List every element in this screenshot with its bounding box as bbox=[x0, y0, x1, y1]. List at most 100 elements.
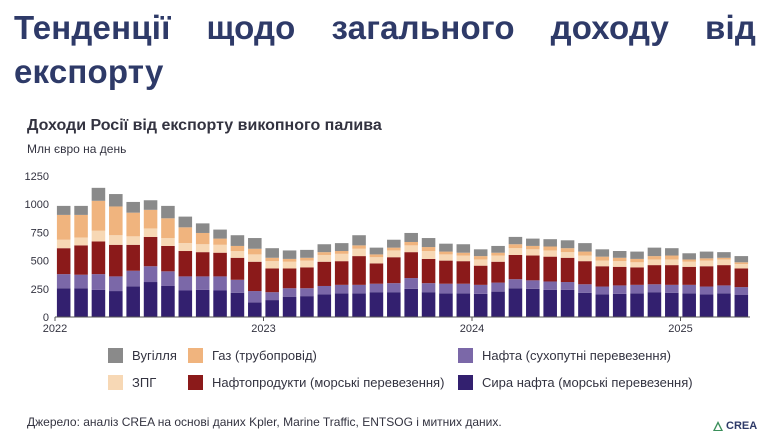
bar-segment-s4-2022-02 bbox=[74, 215, 88, 238]
bar-segment-s5-2022-11 bbox=[231, 235, 245, 246]
bar-segment-s4-2024-01 bbox=[474, 256, 488, 259]
bar-segment-s1-2023-05 bbox=[335, 285, 349, 293]
bar-segment-s2-2023-01 bbox=[265, 269, 279, 293]
legend-item-seaborne-crude: Сира нафта (морські перевезення) bbox=[458, 375, 693, 390]
bar-segment-s3-2022-11 bbox=[231, 251, 245, 258]
bar-segment-s0-2022-05 bbox=[126, 287, 140, 317]
bar-segment-s3-2024-02 bbox=[491, 256, 505, 262]
y-tick-label: 750 bbox=[31, 227, 49, 239]
bar-segment-s2-2022-12 bbox=[248, 262, 262, 291]
bar-segment-s1-2022-01 bbox=[57, 274, 71, 288]
bar-segment-s3-2025-04 bbox=[735, 264, 749, 269]
bar-segment-s1-2024-05 bbox=[543, 281, 557, 289]
bar-segment-s0-2024-08 bbox=[596, 294, 610, 317]
bar-segment-s1-2022-07 bbox=[161, 271, 175, 286]
bar-segment-s5-2023-12 bbox=[457, 244, 471, 252]
bar-segment-s4-2024-03 bbox=[509, 244, 523, 248]
bar-segment-s1-2022-04 bbox=[109, 276, 123, 291]
bar-segment-s5-2024-02 bbox=[491, 246, 505, 253]
bar-segment-s1-2023-11 bbox=[439, 284, 453, 294]
bar-segment-s4-2023-06 bbox=[352, 245, 366, 248]
bar-segment-s0-2022-03 bbox=[92, 290, 106, 317]
bar-segment-s2-2022-02 bbox=[74, 245, 88, 274]
bar-segment-s4-2023-02 bbox=[283, 259, 297, 262]
bar-segment-s5-2023-02 bbox=[283, 250, 297, 258]
bar-segment-s3-2024-07 bbox=[578, 256, 592, 262]
bar-segment-s3-2023-09 bbox=[404, 245, 418, 252]
bar-segment-s0-2023-05 bbox=[335, 293, 349, 317]
bar-segment-s0-2025-03 bbox=[717, 293, 731, 317]
x-tick-label: 2025 bbox=[668, 323, 692, 335]
bar-segment-s4-2023-08 bbox=[387, 248, 401, 251]
crea-logo-text: CREA bbox=[726, 420, 757, 432]
legend-item-pipeline-gas: Газ (трубопровід) bbox=[188, 348, 317, 363]
bar-segment-s4-2024-11 bbox=[648, 256, 662, 259]
legend-item-seaborne-products: Нафтопродукти (морські перевезення) bbox=[188, 375, 444, 390]
bar-segment-s0-2022-10 bbox=[213, 290, 227, 317]
bar-segment-s1-2022-11 bbox=[231, 280, 245, 293]
bar-segment-s5-2024-05 bbox=[543, 239, 557, 246]
bar-segment-s4-2022-07 bbox=[161, 218, 175, 238]
bar-segment-s2-2023-09 bbox=[404, 252, 418, 278]
bar-segment-s3-2023-12 bbox=[457, 256, 471, 262]
bar-segment-s5-2022-09 bbox=[196, 223, 210, 233]
y-tick-label: 1250 bbox=[25, 171, 49, 183]
bar-segment-s1-2023-06 bbox=[352, 285, 366, 293]
bar-segment-s2-2025-01 bbox=[682, 267, 696, 285]
legend-item-coal: Вугілля bbox=[108, 348, 177, 363]
bar-segment-s5-2023-08 bbox=[387, 240, 401, 248]
bar-segment-s5-2024-08 bbox=[596, 249, 610, 256]
bar-segment-s4-2024-06 bbox=[561, 248, 575, 252]
bar-segment-s1-2023-04 bbox=[318, 286, 332, 294]
bar-segment-s3-2023-08 bbox=[387, 250, 401, 257]
bar-segment-s3-2024-03 bbox=[509, 248, 523, 255]
slide-title: Тенденції щодо загального доходу від екс… bbox=[14, 6, 756, 94]
bar-segment-s2-2024-08 bbox=[596, 266, 610, 286]
bar-segment-s5-2022-04 bbox=[109, 194, 123, 206]
bar-segment-s1-2024-04 bbox=[526, 280, 540, 288]
bar-segment-s4-2024-09 bbox=[613, 258, 627, 261]
legend-swatch-pipeline-oil bbox=[458, 348, 473, 363]
bar-segment-s3-2022-04 bbox=[109, 235, 123, 245]
y-tick-label: 1000 bbox=[25, 199, 49, 211]
bar-segment-s0-2023-07 bbox=[370, 292, 384, 317]
bar-segment-s0-2022-04 bbox=[109, 291, 123, 317]
bar-segment-s1-2022-03 bbox=[92, 274, 106, 290]
bar-segment-s4-2024-10 bbox=[630, 259, 644, 262]
bar-segment-s1-2025-02 bbox=[700, 287, 714, 295]
bar-segment-s3-2023-07 bbox=[370, 257, 384, 263]
legend-label-seaborne-crude: Сира нафта (морські перевезення) bbox=[482, 375, 693, 390]
bar-segment-s1-2025-03 bbox=[717, 285, 731, 293]
bar-segment-s0-2024-06 bbox=[561, 290, 575, 317]
bar-segment-s2-2022-07 bbox=[161, 246, 175, 271]
legend-swatch-seaborne-crude bbox=[458, 375, 473, 390]
bar-segment-s2-2025-02 bbox=[700, 266, 714, 286]
bar-segment-s4-2022-08 bbox=[179, 227, 193, 243]
bar-segment-s2-2024-10 bbox=[630, 267, 644, 284]
legend-swatch-seaborne-products bbox=[188, 375, 203, 390]
bar-segment-s1-2023-08 bbox=[387, 283, 401, 292]
bar-segment-s3-2022-06 bbox=[144, 228, 158, 236]
bar-segment-s1-2024-06 bbox=[561, 282, 575, 290]
bar-segment-s0-2023-10 bbox=[422, 292, 436, 317]
bar-segment-s0-2024-03 bbox=[509, 288, 523, 317]
chart-legend: Вугілля Газ (трубопровід) Нафта (сухопут… bbox=[108, 345, 728, 395]
bar-segment-s0-2022-07 bbox=[161, 286, 175, 317]
bar-segment-s3-2024-10 bbox=[630, 262, 644, 267]
bar-segment-s2-2025-04 bbox=[735, 269, 749, 288]
bar-segment-s0-2024-02 bbox=[491, 292, 505, 317]
bar-segment-s5-2023-01 bbox=[265, 248, 279, 258]
bar-segment-s3-2025-02 bbox=[700, 261, 714, 267]
bar-segment-s0-2025-02 bbox=[700, 294, 714, 317]
legend-label-lng: ЗПГ bbox=[132, 375, 156, 390]
bar-segment-s3-2025-01 bbox=[682, 262, 696, 267]
bar-segment-s2-2023-04 bbox=[318, 262, 332, 286]
bar-segment-s1-2023-01 bbox=[265, 292, 279, 300]
bar-segment-s1-2023-03 bbox=[300, 288, 314, 296]
bar-segment-s0-2024-05 bbox=[543, 290, 557, 317]
bar-segment-s3-2024-08 bbox=[596, 261, 610, 267]
bar-segment-s2-2024-06 bbox=[561, 258, 575, 282]
bar-segment-s2-2024-05 bbox=[543, 257, 557, 282]
bar-segment-s3-2024-06 bbox=[561, 252, 575, 258]
crea-logo-icon bbox=[712, 420, 724, 432]
